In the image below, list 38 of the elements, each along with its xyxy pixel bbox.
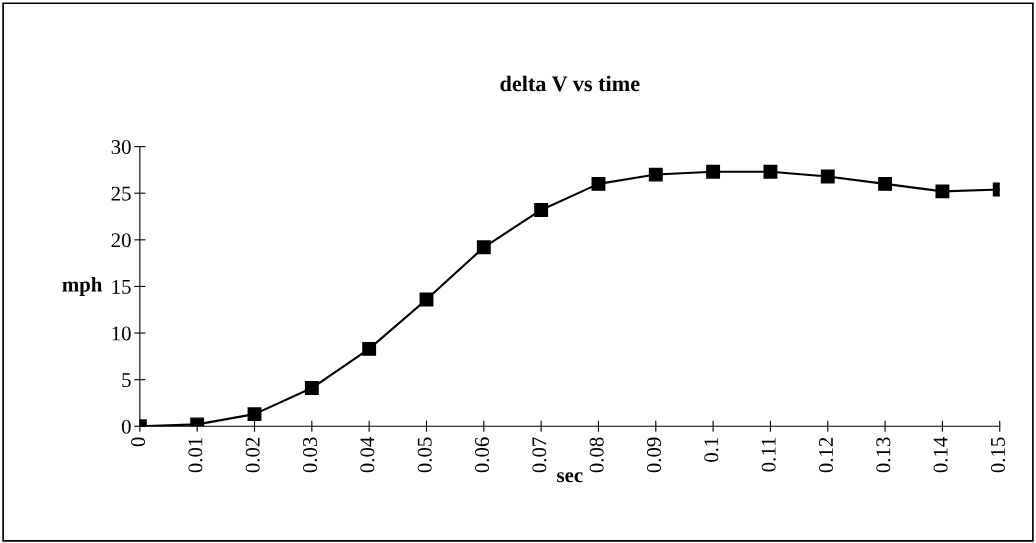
point — [304, 381, 319, 395]
point — [591, 176, 606, 191]
y-tick-label: 15 — [112, 279, 131, 294]
point — [534, 203, 549, 217]
point — [247, 407, 262, 422]
y-tick-label: 5 — [122, 373, 131, 388]
x-tick-label: 0.02 — [245, 437, 260, 473]
point — [935, 184, 950, 199]
x-tick-label: 0.05 — [417, 437, 432, 473]
chart-title: delta V vs time — [500, 75, 640, 92]
x-tick-label: 0.15 — [990, 437, 1006, 473]
y-tick-label: 25 — [111, 186, 131, 201]
point — [476, 240, 491, 255]
y-tick-label: 30 — [111, 139, 131, 155]
x-tick-label: 0.1 — [704, 437, 719, 462]
x-tick-label: 0.14 — [933, 437, 948, 473]
x-tick-label: 0.04 — [360, 437, 375, 473]
point — [362, 341, 377, 356]
x-tick-label: 0.09 — [646, 437, 662, 473]
y-tick-label: 20 — [111, 233, 131, 248]
x-tick-label: 0 — [131, 437, 146, 447]
point — [706, 164, 721, 179]
point — [878, 176, 893, 191]
x-tick-label: 0.13 — [876, 437, 891, 473]
x-tick-label: 0.01 — [188, 437, 203, 473]
x-tick-label: 0.06 — [474, 437, 490, 473]
x-tick-label: 0.03 — [302, 437, 318, 473]
y-tick-label: 0 — [121, 419, 131, 434]
y-axis-title: mph — [62, 276, 103, 296]
point — [763, 164, 778, 179]
x-axis-title: sec — [557, 472, 583, 483]
x-tick-label: 0.12 — [818, 437, 834, 473]
point — [820, 169, 835, 184]
y-tick-label: 10 — [112, 326, 131, 341]
x-tick-label: 0.07 — [532, 437, 547, 473]
x-tick-label: 0.08 — [589, 437, 604, 473]
x-tick-label: 0.11 — [761, 437, 776, 472]
point — [648, 167, 663, 182]
